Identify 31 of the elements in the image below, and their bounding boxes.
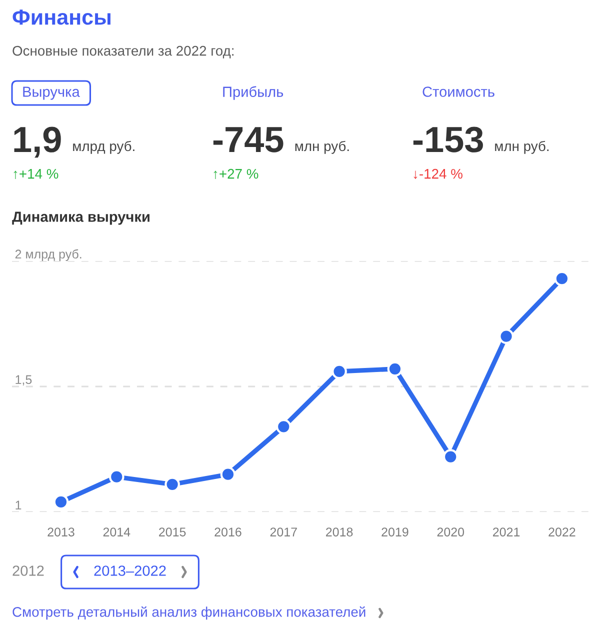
x-tick-label: 2022 bbox=[548, 528, 576, 536]
chart-title: Динамика выручки bbox=[12, 212, 150, 225]
text: ↑+14 % bbox=[14, 168, 58, 180]
text: ↓-124 % bbox=[414, 168, 462, 180]
x-tick-label: 2018 bbox=[326, 528, 353, 536]
text: Прибыль bbox=[223, 86, 284, 100]
x-tick-label: 2020 bbox=[437, 528, 464, 536]
text: 2012 bbox=[12, 566, 44, 576]
x-tick-label: 2014 bbox=[103, 528, 130, 536]
x-tick-label: 2019 bbox=[382, 528, 408, 536]
y-tick-label: 2 млрд руб. bbox=[15, 249, 82, 261]
text: млн руб. bbox=[295, 140, 349, 154]
text: -745 bbox=[213, 127, 284, 152]
x-tick-label: 2021 bbox=[493, 528, 520, 536]
x-tick-label: 2015 bbox=[159, 528, 186, 536]
text: млн руб. bbox=[495, 140, 549, 154]
y-tick-label: 1 bbox=[16, 500, 22, 510]
text: -153 bbox=[413, 126, 483, 152]
text: ↑+27 % bbox=[214, 168, 258, 180]
text: млрд руб. bbox=[73, 140, 134, 154]
text: 2013–2022 bbox=[94, 566, 166, 576]
text: Стоимость bbox=[422, 86, 494, 97]
x-tick-label: 2016 bbox=[214, 528, 242, 536]
text: Выручка bbox=[23, 86, 80, 100]
x-tick-label: 2017 bbox=[270, 528, 297, 536]
text: Основные показатели за 2022 год: bbox=[12, 46, 234, 58]
text: Смотреть детальный анализ финансовых показателей bbox=[12, 606, 366, 620]
y-tick-label: 1,5 bbox=[16, 375, 32, 386]
text: Финансы bbox=[12, 10, 110, 25]
text: 1,9 bbox=[14, 126, 61, 158]
x-tick-label: 2013 bbox=[48, 528, 74, 536]
